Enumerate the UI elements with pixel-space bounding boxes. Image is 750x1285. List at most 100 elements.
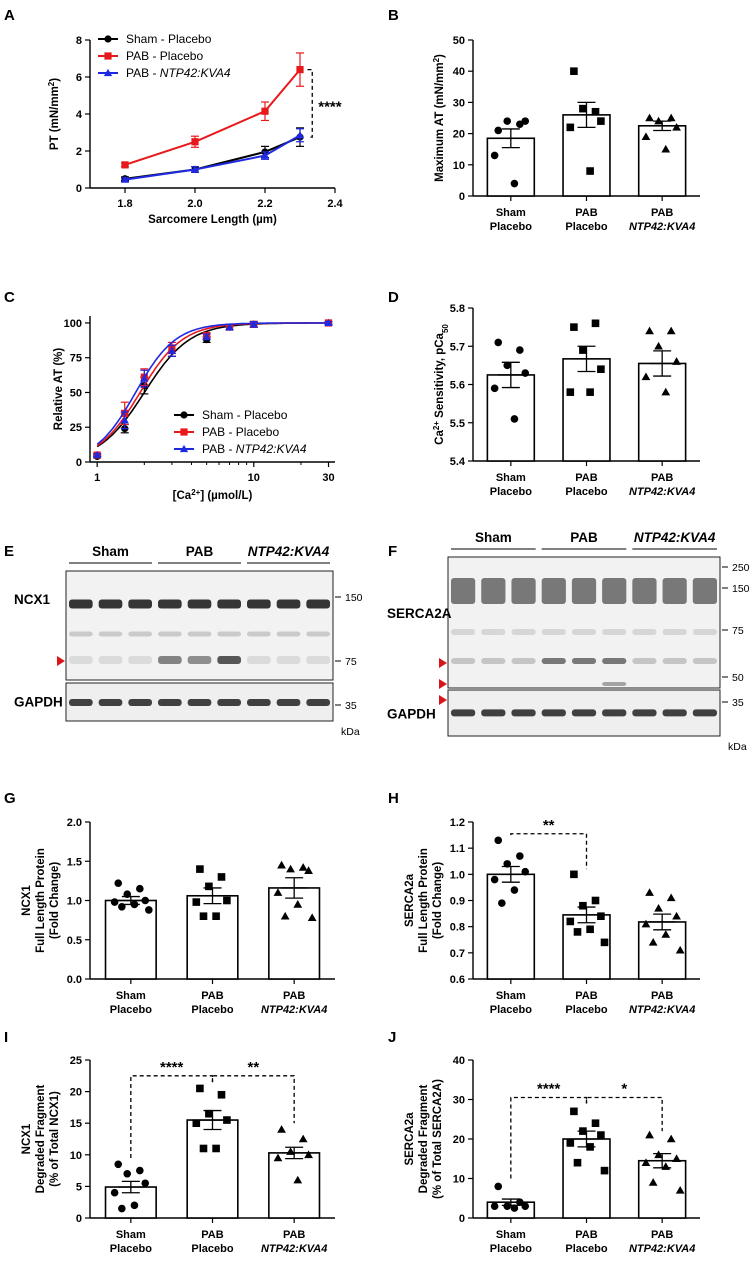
y-axis-label-part: Sensitivity, pCa — [434, 332, 446, 421]
legend-label-text: Sham - Placebo — [126, 32, 212, 46]
data-point — [217, 1090, 226, 1099]
data-point — [675, 945, 685, 954]
y-tick-label: 5.5 — [450, 418, 465, 430]
data-point — [586, 167, 594, 175]
data-point — [196, 1084, 204, 1093]
data-point — [296, 66, 304, 74]
x-category-label-2: NTP42:KVA4 — [629, 1243, 695, 1255]
data-point — [661, 930, 671, 938]
data-point — [120, 175, 130, 183]
legend-label-italic: NTP42:KVA4 — [160, 66, 231, 80]
x-category-label-1: PAB — [575, 1229, 597, 1241]
panel-h-chart: 0.6 0.7 0.8 0.9 1.0 1.1 1.2 Sham Placebo PAB Place… — [404, 817, 700, 1016]
blot-band-gapdh — [662, 709, 687, 717]
y-tick-label: 50 — [453, 35, 465, 47]
data-point — [521, 369, 530, 377]
data-point — [120, 416, 129, 424]
blot-band — [662, 578, 687, 604]
data-point — [666, 113, 676, 122]
legend-label-text: PAB - — [202, 442, 236, 456]
data-point — [672, 1154, 681, 1163]
blot-band — [602, 682, 627, 686]
series-line — [124, 134, 301, 181]
legend-label: PAB - NTP42:KVA4 — [126, 66, 231, 80]
data-point — [661, 144, 671, 153]
blot-band-gapdh — [451, 709, 476, 717]
bar — [104, 899, 157, 980]
y-tick-label: 5 — [76, 1181, 82, 1193]
data-point — [661, 1162, 671, 1170]
y-tick-label: 5.8 — [450, 303, 465, 315]
significance-label: **** — [160, 1059, 184, 1076]
panel-letter-d: D — [388, 289, 399, 306]
data-point — [503, 361, 512, 370]
blot-band — [247, 631, 271, 637]
data-point — [298, 863, 308, 871]
legend-label-text: PAB - — [126, 66, 160, 80]
blot-band — [276, 599, 301, 609]
data-point — [286, 864, 295, 873]
band-arrow-marker — [439, 695, 447, 705]
blot-band-gapdh — [692, 709, 717, 717]
mw-label: 35 — [345, 700, 357, 712]
y-tick-label: 25 — [70, 1055, 82, 1067]
x-category-label-2: Placebo — [565, 486, 607, 498]
data-point — [273, 1153, 283, 1162]
blot-band — [128, 599, 152, 609]
data-point — [498, 899, 506, 907]
mw-label: 50 — [732, 672, 744, 684]
blot-band — [511, 629, 536, 635]
data-point — [591, 319, 600, 328]
data-point — [277, 860, 286, 869]
legend-label-text: PAB - Placebo — [126, 49, 203, 63]
y-axis-label-part: 2 — [432, 57, 441, 62]
y-axis-label-part: Ca — [434, 430, 446, 445]
data-point — [573, 928, 582, 936]
data-point — [93, 450, 102, 459]
y-axis-label-part: 2+ — [432, 421, 441, 430]
data-point — [190, 165, 200, 173]
data-point — [110, 1188, 119, 1197]
significance-label: **** — [537, 1081, 561, 1098]
significance-bracket — [510, 833, 588, 870]
legend-marker — [104, 35, 112, 43]
blot-band — [187, 631, 212, 637]
data-point — [192, 898, 201, 906]
x-category-label-1: PAB — [651, 472, 673, 484]
blot-row-label: GAPDH — [14, 695, 63, 710]
blot-band — [571, 629, 597, 635]
blot-group-label: NTP42:KVA4 — [634, 530, 716, 545]
y-axis-label: Maximum AT (mN/mm2) — [432, 54, 447, 182]
data-point — [205, 882, 213, 891]
panel-b-chart: 0 10 20 30 40 50 Sham Placebo PAB Placebo PAB NTP42… — [432, 35, 700, 233]
data-point — [118, 1204, 126, 1213]
panel-f-western-blot: Sham PAB NTP42:KVA4 SERCA2A GAPDH 250 150 75 50 3… — [387, 530, 750, 753]
y-tick-label: 0 — [76, 457, 82, 469]
significance-bracket — [585, 1096, 663, 1132]
data-point — [141, 896, 150, 905]
y-axis-label-line: SERCA2a — [404, 1112, 416, 1166]
data-point — [121, 161, 129, 169]
y-axis-label: NCX1 Degraded Fragment (% of Total NCX1) — [21, 1085, 61, 1194]
x-tick-label: 10 — [248, 472, 260, 484]
data-point — [261, 107, 269, 115]
x-category-label-2: Placebo — [565, 1004, 607, 1016]
x-category-label-1: PAB — [575, 990, 597, 1002]
data-point — [140, 374, 149, 382]
data-point — [654, 116, 663, 125]
y-tick-label: 20 — [453, 1134, 465, 1146]
y-axis-label-part: Maximum AT (mN/mm — [434, 62, 446, 182]
blot-band-gapdh — [98, 698, 123, 706]
legend-label: PAB - Placebo — [202, 425, 279, 439]
y-tick-label: 5.7 — [450, 341, 465, 353]
x-category-label-1: Sham — [496, 1229, 526, 1241]
data-point — [293, 1175, 303, 1184]
data-point — [654, 903, 663, 912]
series-line — [124, 68, 301, 166]
panel-j-chart: 0 10 20 30 40 Sham Placebo PAB Placebo PAB NTP42:K… — [404, 1055, 700, 1255]
blot-band — [276, 631, 301, 637]
data-point — [654, 1150, 663, 1159]
mw-label: 250 — [732, 562, 750, 574]
blot-band-gapdh — [602, 709, 627, 717]
data-point — [645, 326, 654, 335]
